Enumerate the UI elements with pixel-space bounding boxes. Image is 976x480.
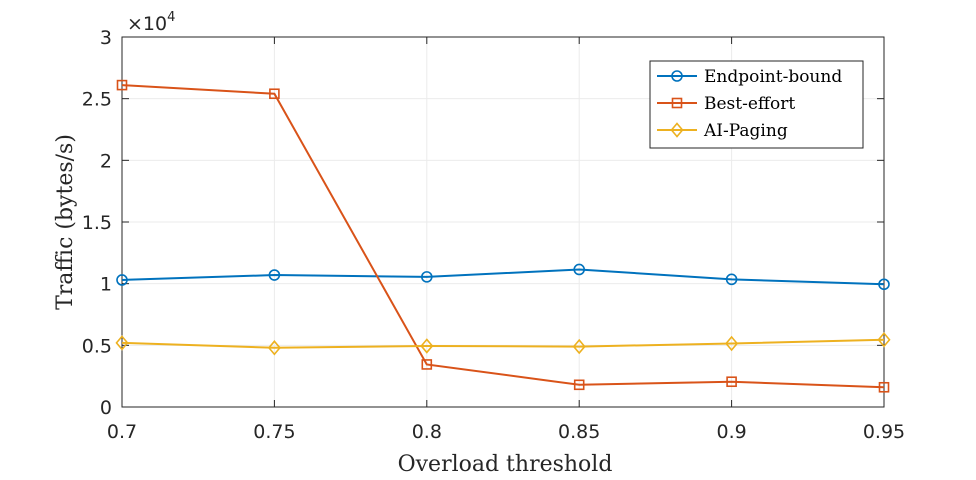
data-point-endpoint-bound [116, 274, 128, 286]
data-point-endpoint-bound [725, 273, 738, 286]
x-tick-label: 0.85 [558, 421, 600, 443]
data-point-endpoint-bound [878, 278, 890, 291]
series-line-ai-paging [121, 338, 885, 349]
y-exponent-label: ×104 [127, 10, 175, 35]
data-point-endpoint-bound [420, 271, 433, 283]
data-point-ai-paging [267, 340, 281, 356]
series-line-endpoint-bound [121, 268, 885, 286]
legend-label-ai-paging: AI-Paging [703, 121, 788, 141]
series-endpoint-bound [116, 263, 890, 291]
series-ai-paging [115, 332, 891, 356]
y-exponent-power: 4 [167, 10, 175, 25]
legend-item-best-effort: Best-effort [657, 94, 795, 114]
y-tick-label: 1 [100, 274, 112, 296]
data-point-endpoint-bound [573, 263, 586, 276]
data-point-best-effort [573, 379, 585, 391]
y-tick-label: 2 [100, 150, 112, 172]
data-point-best-effort [116, 79, 128, 91]
y-tick-label: 0.5 [82, 335, 112, 357]
x-tick-label: 0.8 [412, 421, 442, 443]
axis-ticks: 0.7 0.75 0.8 0.85 0.9 0.95 0 0.5 1 1.5 2 2.5 3 [82, 27, 905, 443]
y-tick-label: 1.5 [82, 212, 112, 234]
legend-marker-endpoint-bound [671, 70, 683, 82]
data-point-ai-paging [877, 332, 891, 348]
legend-item-endpoint-bound: Endpoint-bound [657, 67, 842, 87]
series-line-best-effort [121, 84, 885, 389]
data-point-best-effort [726, 376, 737, 388]
x-tick-label: 0.7 [107, 421, 137, 443]
data-point-ai-paging [420, 338, 434, 354]
legend: Endpoint-bound Best-effort AI-Paging [649, 60, 864, 149]
x-tick-label: 0.75 [253, 421, 295, 443]
data-point-best-effort [269, 88, 280, 100]
y-tick-label: 2.5 [82, 89, 112, 111]
x-axis-label: Overload threshold [398, 452, 613, 477]
y-exponent-base: ×10 [127, 13, 167, 35]
legend-item-ai-paging: AI-Paging [657, 121, 788, 141]
data-point-best-effort [421, 359, 433, 370]
x-tick-label: 0.95 [863, 421, 905, 443]
data-point-endpoint-bound [268, 269, 281, 281]
legend-label-best-effort: Best-effort [704, 94, 795, 114]
y-axis-label: Traffic (bytes/s) [53, 134, 78, 310]
series-best-effort [116, 79, 890, 393]
data-point-ai-paging [572, 338, 586, 355]
y-tick-label: 3 [100, 27, 112, 49]
data-point-best-effort [878, 381, 890, 393]
legend-marker-best-effort [671, 97, 683, 109]
x-tick-label: 0.9 [716, 421, 746, 443]
legend-label-endpoint-bound: Endpoint-bound [704, 67, 842, 87]
data-point-ai-paging [115, 335, 129, 351]
legend-marker-ai-paging [670, 122, 684, 138]
series-layer [115, 79, 891, 393]
y-tick-label: 0 [100, 397, 112, 419]
data-point-ai-paging [725, 335, 739, 352]
